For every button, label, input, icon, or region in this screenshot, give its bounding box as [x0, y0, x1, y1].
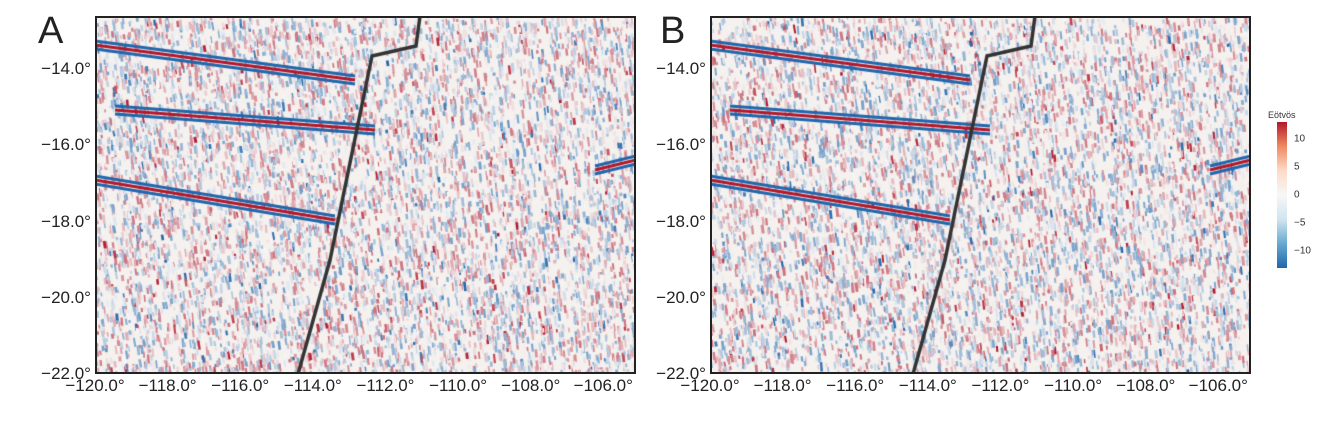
- y-tick-label: −16.0°: [41, 135, 91, 155]
- gravity-gradient-map: [95, 16, 636, 374]
- y-tick-label: −14.0°: [656, 59, 706, 79]
- x-tick-label: −120.0°: [65, 376, 125, 395]
- x-tick-label: −110.0°: [429, 376, 488, 395]
- x-tick-label: −120.0°: [680, 376, 740, 395]
- y-tick-label: −14.0°: [41, 59, 91, 79]
- y-tick-label: −20.0°: [41, 287, 91, 307]
- colorbar-tick-label: −5: [1294, 217, 1306, 229]
- y-tick-label: −18.0°: [656, 211, 706, 231]
- panel-label-b: B: [660, 10, 686, 52]
- x-tick-label: −114.0°: [283, 376, 342, 395]
- colorbar-tick-label: 0: [1294, 189, 1300, 201]
- x-tick-label: −114.0°: [898, 376, 957, 395]
- y-tick-label: −18.0°: [41, 211, 91, 231]
- x-tick-label: −116.0°: [826, 376, 885, 395]
- colorbar-tick-label: −10: [1294, 245, 1311, 257]
- gravity-gradient-map: [710, 16, 1251, 374]
- x-tick-label: −118.0°: [138, 376, 197, 395]
- map-panel-a: [95, 16, 636, 374]
- x-tick-label: −106.0°: [573, 376, 633, 395]
- x-tick-label: −112.0°: [971, 376, 1030, 395]
- y-tick-label: −20.0°: [656, 287, 706, 307]
- map-frame: [710, 16, 1251, 374]
- colorbar-title: Eötvös: [1268, 110, 1296, 120]
- x-tick-label: −110.0°: [1044, 376, 1103, 395]
- colorbar-tick-label: 5: [1294, 161, 1300, 173]
- x-tick-label: −112.0°: [356, 376, 415, 395]
- x-tick-label: −118.0°: [753, 376, 812, 395]
- map-frame: [95, 16, 636, 374]
- x-tick-label: −106.0°: [1188, 376, 1248, 395]
- colorbar: [1277, 122, 1287, 268]
- y-tick-label: −16.0°: [656, 135, 706, 155]
- y-tick-label: −22.0°: [41, 364, 91, 383]
- x-tick-label: −116.0°: [211, 376, 270, 395]
- panel-label-a: A: [38, 10, 64, 52]
- y-tick-label: −22.0°: [656, 364, 706, 383]
- x-tick-label: −108.0°: [501, 376, 561, 395]
- map-panel-b: [710, 16, 1251, 374]
- x-tick-label: −108.0°: [1116, 376, 1176, 395]
- colorbar-tick-label: 10: [1294, 133, 1306, 145]
